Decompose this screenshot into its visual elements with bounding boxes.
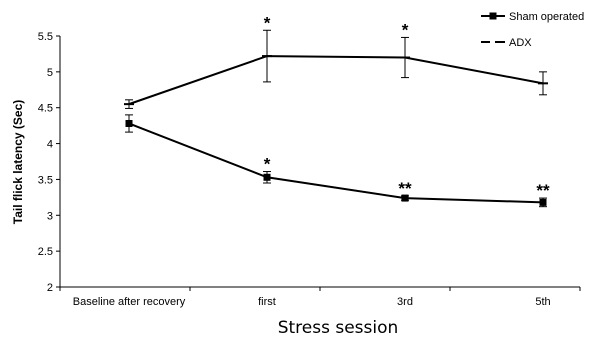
data-point <box>125 119 133 127</box>
y-tick-label: 5.5 <box>38 31 53 43</box>
series-line <box>128 122 544 204</box>
legend-item-sham-operated: Sham operated <box>481 11 584 23</box>
x-axis-label: Stress session <box>278 318 399 338</box>
x-tick-label: Baseline after recovery <box>73 296 186 308</box>
series-line <box>128 55 544 106</box>
data-point <box>401 194 409 202</box>
significance-label: ** <box>536 181 550 200</box>
x-tick-label: 3rd <box>397 296 413 308</box>
series-sham-operated: *** ** <box>125 114 550 208</box>
legend-label: ADX <box>509 37 532 49</box>
y-tick-label: 2.5 <box>38 246 53 258</box>
legend-label: Sham operated <box>509 11 584 23</box>
significance-label: * <box>264 13 271 32</box>
y-tick-label: 2 <box>47 282 53 294</box>
y-tick-label: 3.5 <box>38 174 53 186</box>
series-adx: * * <box>124 13 548 109</box>
series-layer: *** *** * <box>124 13 550 208</box>
legend-marker <box>489 12 497 20</box>
significance-label: ** <box>398 179 412 198</box>
x-tick-label: first <box>258 296 276 308</box>
x-tick-label: 5th <box>535 296 550 308</box>
y-axis-label: Tail flick latency (Sec) <box>11 100 25 225</box>
axes: 2 2.5 3 3.5 4 4.5 5 5.5 Baseline after recovery f… <box>38 31 581 308</box>
significance-label: * <box>264 155 271 174</box>
labels-layer: Tail flick latency (Sec) Stress session <box>11 100 398 338</box>
significance-label: * <box>402 20 409 39</box>
data-point <box>263 173 271 181</box>
legend: Sham operated ADX <box>481 11 584 49</box>
y-tick-label: 4 <box>47 139 53 151</box>
y-tick-label: 4.5 <box>38 103 53 115</box>
y-tick-label: 3 <box>47 210 53 222</box>
data-point <box>539 198 547 206</box>
legend-item-adx: ADX <box>481 37 532 49</box>
y-tick-label: 5 <box>47 67 53 79</box>
